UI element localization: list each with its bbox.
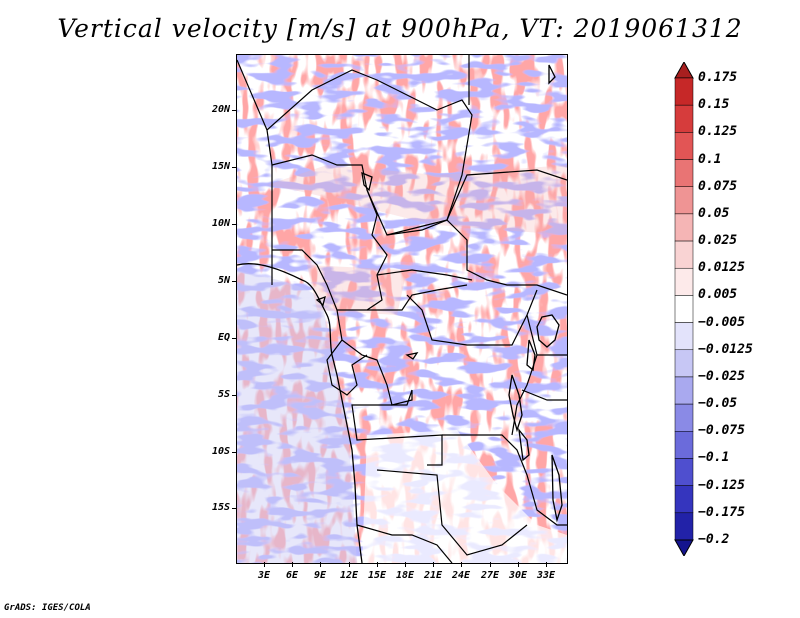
lon-label-30e: 30E (508, 570, 528, 581)
colorbar-level-label: 0.025 (698, 233, 738, 249)
colorbar-bin (674, 132, 694, 160)
colorbar-scale (674, 60, 694, 558)
colorbar-bin (674, 213, 694, 242)
colorbar-level-label: −0.2 (698, 532, 730, 547)
colorbar-bin (674, 458, 694, 486)
lon-label-21e: 21E (423, 570, 443, 581)
colorbar-level-label: 0.075 (698, 178, 738, 194)
colorbar-level-label: −0.1 (698, 450, 730, 466)
colorbar-level-label: 0.1 (698, 151, 722, 167)
colorbar-level-label: 0.175 (698, 70, 738, 85)
colorbar-level-label: 0.005 (698, 287, 738, 303)
colorbar-level-label: −0.175 (698, 504, 745, 520)
colorbar-bin (674, 485, 694, 514)
colorbar-level-label: 0.125 (698, 124, 738, 140)
colorbar-level-label: −0.075 (698, 423, 745, 439)
colorbar-bin (674, 267, 694, 296)
lon-label-12e: 12E (339, 570, 359, 581)
colorbar-level-label: 0.0125 (698, 260, 745, 276)
lat-label-15s: 15S (211, 502, 230, 513)
colorbar-level-label: 0.05 (698, 205, 730, 221)
colorbar-bin (674, 159, 694, 187)
colorbar (674, 60, 694, 560)
lon-label-6e: 6E (285, 570, 299, 581)
colorbar-min-triangle (674, 539, 694, 558)
lat-label-5s: 5S (217, 389, 230, 400)
lat-label-20n: 20N (211, 104, 230, 115)
lon-label-9e: 9E (313, 570, 327, 581)
lon-label-27e: 27E (480, 570, 500, 581)
colorbar-level-label: −0.0125 (698, 341, 753, 357)
colorbar-bin (674, 512, 694, 541)
colorbar-level-label: −0.005 (698, 314, 745, 330)
colorbar-level-label: −0.05 (698, 396, 738, 412)
colorbar-bin (674, 77, 694, 106)
colorbar-bin (674, 349, 694, 378)
velocity-field (237, 55, 567, 563)
lon-label-3e: 3E (257, 570, 271, 581)
colorbar-bin (674, 431, 694, 459)
country-borders (237, 55, 567, 563)
colorbar-bin (674, 295, 694, 323)
colorbar-bin (674, 186, 694, 215)
plot-title: Vertical velocity [m/s] at 900hPa, VT: 2… (57, 14, 743, 43)
grads-credit: GrADS: IGES/COLA (4, 603, 91, 613)
map-plot-area (236, 54, 568, 564)
colorbar-bin (674, 104, 694, 133)
lon-label-33e: 33E (536, 570, 556, 581)
lat-label-10n: 10N (211, 218, 230, 229)
lat-label-5n: 5N (217, 275, 230, 286)
colorbar-bin (674, 403, 694, 432)
colorbar-level-label: −0.025 (698, 368, 745, 384)
lakes (315, 64, 563, 523)
lat-label-10s: 10S (211, 446, 230, 457)
colorbar-bin (674, 322, 694, 351)
lon-label-24e: 24E (451, 570, 471, 581)
lat-label-eq: EQ (217, 332, 230, 343)
colorbar-bin (674, 376, 694, 405)
lon-label-18e: 18E (395, 570, 415, 581)
colorbar-bin (674, 240, 694, 269)
colorbar-level-label: 0.15 (698, 97, 730, 113)
lat-label-15n: 15N (211, 161, 230, 172)
colorbar-level-label: −0.125 (698, 477, 745, 493)
colorbar-max-triangle (674, 60, 694, 79)
lon-label-15e: 15E (367, 570, 387, 581)
